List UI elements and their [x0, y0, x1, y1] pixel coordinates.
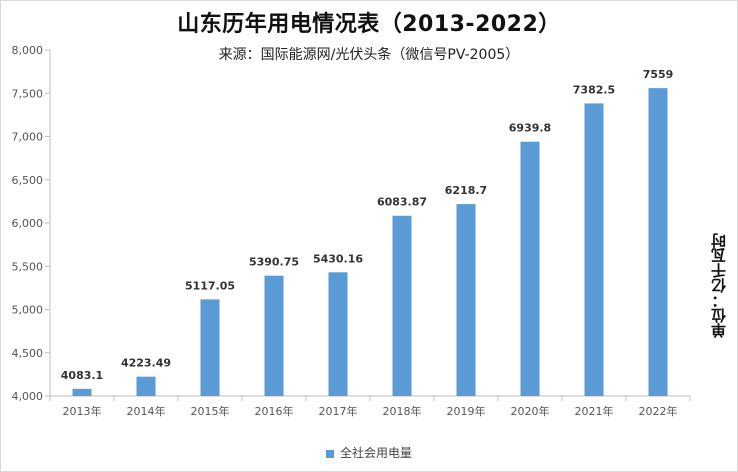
chart-title: 山东历年用电情况表（2013-2022） [177, 12, 561, 37]
x-tick-label: 2018年 [383, 404, 422, 418]
y-tick-label: 6,500 [12, 174, 44, 187]
x-tick-label: 2014年 [127, 404, 166, 418]
y-tick-label: 7,000 [12, 131, 44, 144]
unit-label: 单位：亿千瓦时 [710, 233, 728, 338]
x-tick-label: 2013年 [63, 404, 102, 418]
bar [520, 141, 540, 396]
x-tick-label: 2022年 [639, 404, 678, 418]
y-tick-label: 4,500 [12, 347, 44, 360]
x-tick-label: 2020年 [511, 404, 550, 418]
x-tick-label: 2015年 [191, 404, 230, 418]
bar [648, 88, 668, 397]
y-tick-label: 6,000 [12, 217, 44, 230]
data-label: 6083.87 [377, 196, 427, 209]
bar [136, 376, 156, 396]
y-tick-label: 7,500 [12, 87, 44, 100]
bar [328, 272, 348, 396]
data-label: 5430.16 [313, 252, 363, 265]
data-label: 4223.49 [121, 357, 171, 370]
legend-swatch [325, 449, 334, 458]
legend: 全社会用电量 [0, 444, 738, 461]
x-tick-label: 2016年 [255, 404, 294, 418]
chart-subtitle: 来源：国际能源网/光伏头条（微信号PV-2005） [218, 47, 520, 63]
bar [392, 215, 412, 396]
bar [200, 299, 220, 396]
bar [264, 275, 284, 396]
y-tick-label: 4,000 [12, 390, 44, 403]
x-tick-label: 2019年 [447, 404, 486, 418]
data-label: 6218.7 [445, 184, 487, 197]
y-tick-label: 5,500 [12, 260, 44, 273]
legend-label: 全社会用电量 [339, 446, 412, 460]
bar [584, 103, 604, 396]
bar [72, 388, 92, 396]
data-label: 5390.75 [249, 256, 299, 269]
bar [456, 204, 476, 396]
data-label: 5117.05 [185, 279, 235, 292]
data-label: 6939.8 [509, 122, 551, 135]
data-label: 7559 [643, 68, 674, 81]
data-label: 7382.5 [573, 83, 615, 96]
data-label: 4083.1 [61, 369, 103, 382]
y-tick-label: 5,000 [12, 304, 44, 317]
x-tick-label: 2017年 [319, 404, 358, 418]
y-tick-label: 8,000 [12, 44, 44, 57]
x-tick-label: 2021年 [575, 404, 614, 418]
